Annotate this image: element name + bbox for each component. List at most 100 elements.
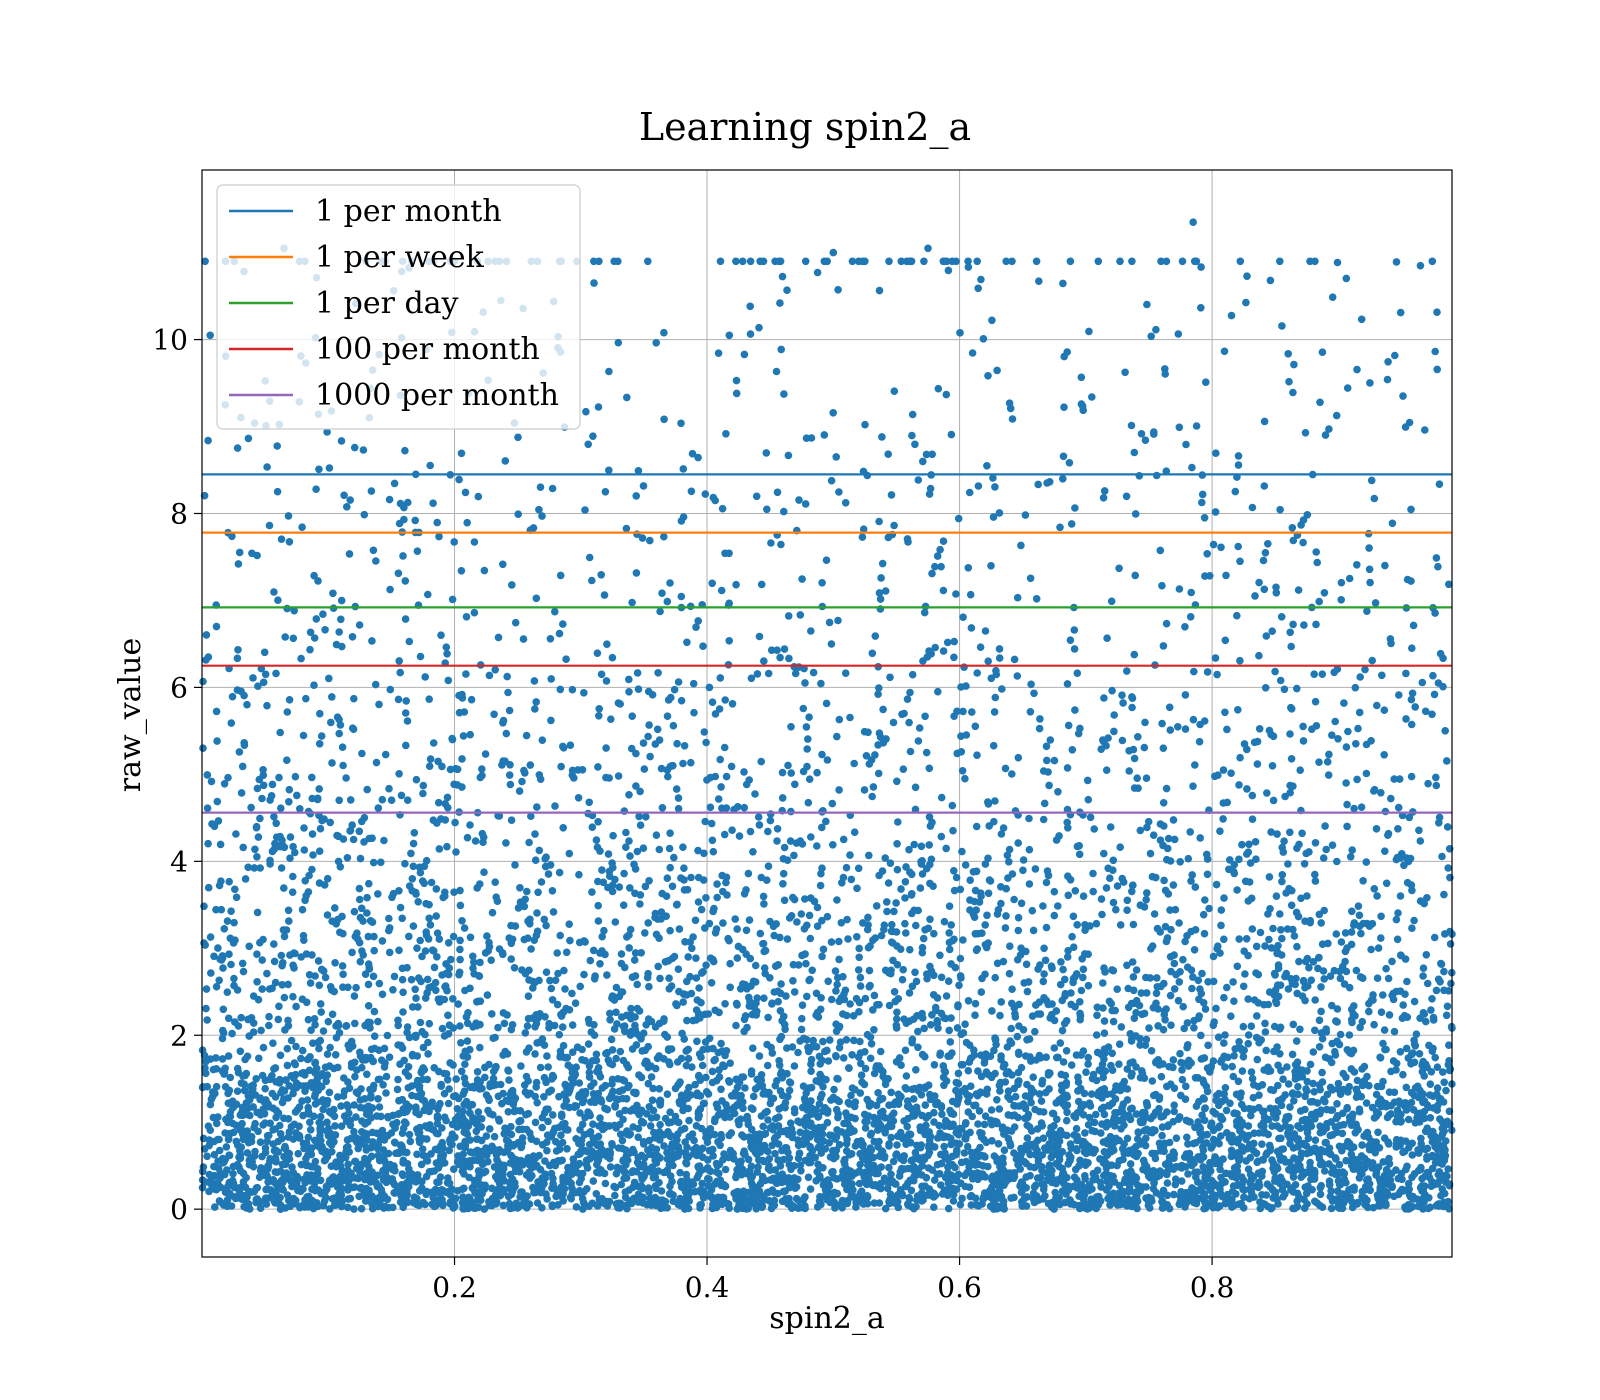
- scatter-point: [1291, 980, 1299, 989]
- scatter-point: [939, 647, 948, 655]
- scatter-point: [433, 929, 442, 937]
- scatter-point: [1032, 595, 1041, 603]
- scatter-point: [1063, 953, 1072, 961]
- scatter-point: [1265, 935, 1273, 944]
- scatter-point: [507, 939, 516, 948]
- scatter-point: [277, 804, 285, 812]
- scatter-point: [1276, 505, 1284, 514]
- scatter-point: [1184, 854, 1193, 863]
- scatter-point: [418, 1095, 427, 1104]
- scatter-point: [747, 1070, 756, 1078]
- scatter-point: [602, 744, 610, 752]
- scatter-point: [732, 389, 741, 398]
- scatter-point: [284, 512, 293, 520]
- scatter-point: [452, 848, 460, 856]
- scatter-point: [991, 973, 999, 982]
- scatter-point: [473, 1068, 482, 1076]
- scatter-point: [568, 989, 576, 998]
- scatter-point: [306, 979, 315, 987]
- scatter-point: [1123, 896, 1132, 905]
- scatter-point: [515, 787, 524, 795]
- scatter-point: [1437, 959, 1445, 968]
- scatter-point: [1372, 825, 1381, 833]
- scatter-point: [912, 1066, 920, 1074]
- scatter-point: [846, 851, 854, 859]
- scatter-point: [1279, 1075, 1287, 1083]
- scatter-point: [444, 1099, 453, 1108]
- scatter-point: [1143, 823, 1151, 832]
- scatter-point: [1045, 781, 1053, 790]
- scatter-point: [835, 786, 843, 794]
- scatter-point: [672, 785, 681, 793]
- scatter-point: [1431, 1053, 1439, 1062]
- scatter-point: [1380, 1134, 1389, 1142]
- scatter-point: [1362, 858, 1371, 866]
- scatter-point: [1152, 1189, 1161, 1197]
- scatter-point: [865, 851, 873, 860]
- scatter-point: [275, 773, 283, 782]
- scatter-point: [566, 1193, 575, 1202]
- scatter-point: [1061, 975, 1069, 984]
- scatter-point: [1106, 823, 1115, 831]
- scatter-point: [606, 1150, 614, 1158]
- scatter-point: [1326, 972, 1335, 980]
- scatter-point: [1089, 1070, 1098, 1079]
- scatter-point: [1243, 785, 1251, 793]
- scatter-point: [977, 892, 985, 900]
- scatter-point: [817, 679, 825, 688]
- scatter-point: [595, 712, 603, 720]
- scatter-point: [702, 961, 710, 969]
- scatter-point: [578, 1045, 586, 1054]
- scatter-point: [1059, 279, 1067, 288]
- scatter-point: [687, 873, 695, 882]
- scatter-point: [1206, 1158, 1214, 1167]
- scatter-point: [1044, 1071, 1053, 1079]
- scatter-point: [944, 1191, 952, 1200]
- scatter-point: [874, 769, 883, 778]
- scatter-point: [885, 1142, 893, 1150]
- scatter-point: [248, 549, 256, 558]
- scatter-point: [1373, 1082, 1382, 1091]
- scatter-point: [1070, 645, 1079, 653]
- scatter-point: [1200, 514, 1209, 522]
- scatter-point: [947, 1014, 955, 1022]
- scatter-point: [911, 1148, 920, 1157]
- scatter-point: [954, 1069, 963, 1078]
- scatter-point: [644, 1015, 653, 1023]
- scatter-point: [284, 906, 293, 915]
- scatter-point: [930, 1061, 939, 1069]
- scatter-point: [360, 510, 369, 519]
- scatter-point: [1163, 1179, 1172, 1187]
- scatter-point: [308, 951, 316, 959]
- scatter-point: [1043, 756, 1051, 765]
- scatter-point: [663, 597, 672, 606]
- scatter-point: [924, 1081, 933, 1089]
- scatter-point: [660, 532, 668, 541]
- scatter-point: [1118, 874, 1126, 883]
- scatter-point: [1438, 852, 1446, 861]
- scatter-point: [1272, 589, 1281, 597]
- scatter-point: [839, 1054, 848, 1062]
- scatter-point: [1013, 955, 1022, 964]
- scatter-point: [277, 864, 286, 872]
- scatter-point: [432, 912, 441, 920]
- scatter-point: [612, 983, 621, 992]
- scatter-point: [1239, 982, 1248, 991]
- scatter-point: [463, 518, 472, 527]
- scatter-point: [652, 831, 661, 839]
- scatter-point: [951, 963, 960, 972]
- scatter-point: [876, 1047, 885, 1056]
- scatter-point: [1166, 726, 1175, 734]
- scatter-point: [788, 1043, 797, 1051]
- scatter-point: [807, 1055, 816, 1064]
- scatter-point: [974, 1067, 982, 1075]
- scatter-point: [1219, 766, 1228, 774]
- scatter-point: [212, 622, 221, 631]
- scatter-point: [350, 992, 359, 1000]
- scatter-point: [385, 1053, 394, 1061]
- scatter-point: [1113, 882, 1122, 890]
- scatter-point: [833, 1096, 841, 1104]
- scatter-point: [904, 1101, 913, 1110]
- scatter-point: [291, 772, 300, 781]
- scatter-point: [208, 820, 216, 828]
